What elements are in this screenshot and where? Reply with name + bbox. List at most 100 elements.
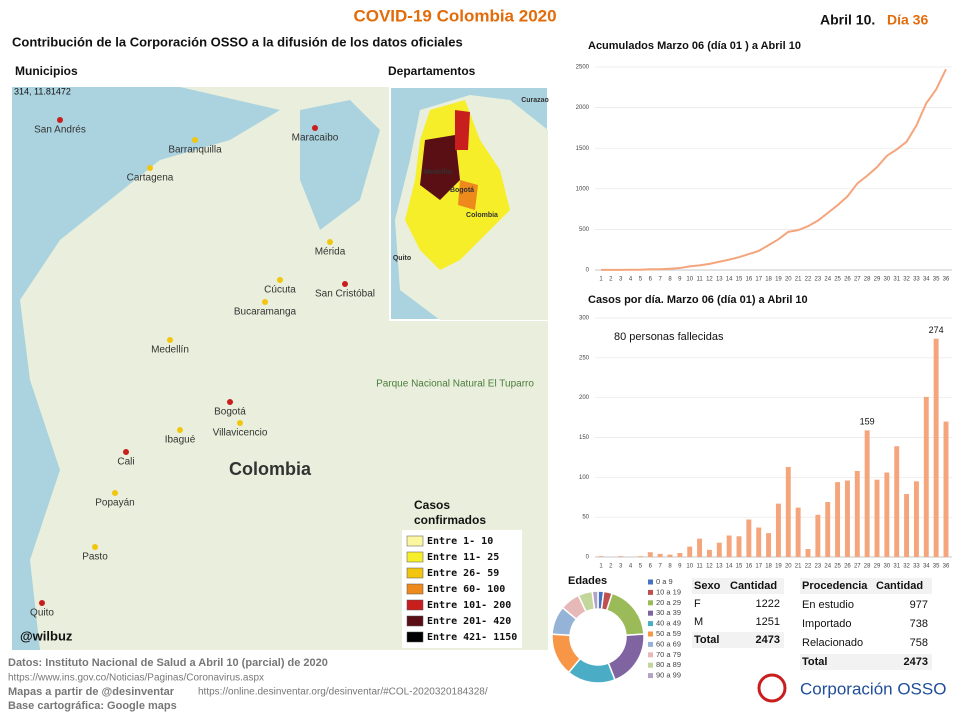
bar: [716, 542, 722, 557]
legend-label: Entre 1- 10: [427, 536, 493, 547]
y-tick-label: 200: [579, 395, 590, 401]
x-tick-label: 7: [658, 277, 662, 283]
map-marker: [112, 490, 118, 496]
map-marker: [312, 125, 318, 131]
inset-department: [458, 180, 478, 210]
bar: [667, 554, 673, 557]
table-total: Total: [802, 656, 827, 668]
y-tick-label: 2500: [576, 65, 590, 71]
x-tick-label: 24: [824, 277, 831, 283]
x-tick-label: 12: [706, 564, 713, 570]
x-tick-label: 23: [815, 277, 822, 283]
map-marker: [57, 117, 63, 123]
legend-swatch: [648, 673, 653, 679]
legend-label: 40 a 49: [656, 619, 681, 628]
y-tick-label: 0: [586, 555, 590, 561]
x-tick-label: 32: [903, 277, 910, 283]
pie-slice: [591, 590, 599, 611]
bar: [647, 552, 653, 557]
table-cell: 1251: [756, 616, 780, 628]
table-total-bg: [692, 632, 784, 648]
x-tick-label: 30: [884, 277, 891, 283]
table-total: Total: [694, 634, 719, 646]
legend-swatch: [648, 600, 653, 606]
chart-title: Edades: [568, 575, 607, 587]
x-tick-label: 12: [706, 277, 713, 283]
x-tick-label: 36: [943, 277, 950, 283]
bar: [756, 527, 762, 557]
bar: [726, 535, 732, 557]
y-tick-label: 0: [586, 268, 590, 274]
bar: [884, 472, 890, 557]
logo-text: Corporación OSSO: [800, 679, 946, 698]
title: COVID-19 Colombia 2020: [353, 6, 556, 25]
legend-label: 50 a 59: [656, 629, 681, 638]
footer-base: Base cartográfica: Google maps: [8, 700, 177, 712]
legend-swatch: [406, 551, 424, 563]
x-tick-label: 10: [686, 277, 693, 283]
map-place: Bucaramanga: [234, 307, 297, 318]
table-cell: Importado: [802, 618, 852, 630]
map-place: Popayán: [95, 498, 134, 509]
legend-label: 60 a 69: [656, 639, 681, 648]
table-header-bg: [692, 578, 784, 594]
map-place: Colombia: [229, 459, 312, 479]
legend-swatch: [648, 621, 653, 627]
x-tick-label: 20: [785, 277, 792, 283]
legend-label: Entre 421- 1150: [427, 632, 517, 643]
x-tick-label: 35: [933, 564, 940, 570]
table-cell: 738: [910, 618, 928, 630]
chart-title: Casos por día. Marzo 06 (día 01) a Abril…: [588, 294, 808, 306]
bar: [913, 481, 919, 557]
chart-title: Acumulados Marzo 06 (día 01 ) a Abril 10: [588, 40, 801, 52]
x-tick-label: 1: [599, 277, 603, 283]
map-marker: [262, 299, 268, 305]
legend-label: 70 a 79: [656, 650, 681, 659]
subtitle: Contribución de la Corporación OSSO a la…: [12, 34, 463, 49]
inset-place: Curazao: [521, 97, 549, 104]
x-tick-label: 31: [893, 277, 900, 283]
x-tick-label: 18: [765, 564, 772, 570]
legend-label: 0 a 9: [656, 577, 673, 586]
y-tick-label: 2000: [576, 105, 590, 111]
map-place: Cúcuta: [264, 285, 296, 296]
y-tick-label: 150: [579, 435, 590, 441]
legend-swatch: [648, 662, 653, 668]
logo-icon: [757, 673, 787, 703]
x-tick-label: 2: [609, 277, 613, 283]
map-coords: 314, 11.81472: [14, 86, 71, 96]
map-marker: [147, 165, 153, 171]
bar: [844, 480, 850, 557]
map-marker: [177, 427, 183, 433]
table-header: Sexo: [694, 580, 721, 592]
x-tick-label: 11: [696, 277, 703, 283]
legend-label: Entre 201- 420: [427, 616, 511, 627]
bar: [933, 338, 939, 557]
x-tick-label: 26: [844, 277, 851, 283]
x-tick-label: 3: [619, 564, 623, 570]
bar: [864, 430, 870, 557]
x-tick-label: 21: [795, 564, 802, 570]
x-tick-label: 34: [923, 277, 930, 283]
x-tick-label: 9: [678, 564, 682, 570]
x-tick-label: 27: [854, 564, 861, 570]
table-cell: En estudio: [802, 599, 854, 611]
x-tick-label: 34: [923, 564, 930, 570]
data-label: 159: [860, 417, 875, 427]
x-tick-label: 8: [668, 277, 672, 283]
map-label: Departamentos: [388, 64, 476, 78]
x-tick-label: 4: [629, 277, 633, 283]
bar: [657, 553, 663, 557]
x-tick-label: 24: [824, 564, 831, 570]
legend-swatch: [648, 579, 653, 585]
map-marker: [39, 600, 45, 606]
x-tick-label: 33: [913, 564, 920, 570]
inset-department: [455, 110, 470, 150]
y-tick-label: 1000: [576, 186, 590, 192]
x-tick-label: 6: [649, 277, 653, 283]
x-tick-label: 19: [775, 277, 782, 283]
x-tick-label: 18: [765, 277, 772, 283]
footer-url: https://online.desinventar.org/desinvent…: [198, 687, 488, 698]
table-cell: M: [694, 616, 703, 628]
x-tick-label: 32: [903, 564, 910, 570]
